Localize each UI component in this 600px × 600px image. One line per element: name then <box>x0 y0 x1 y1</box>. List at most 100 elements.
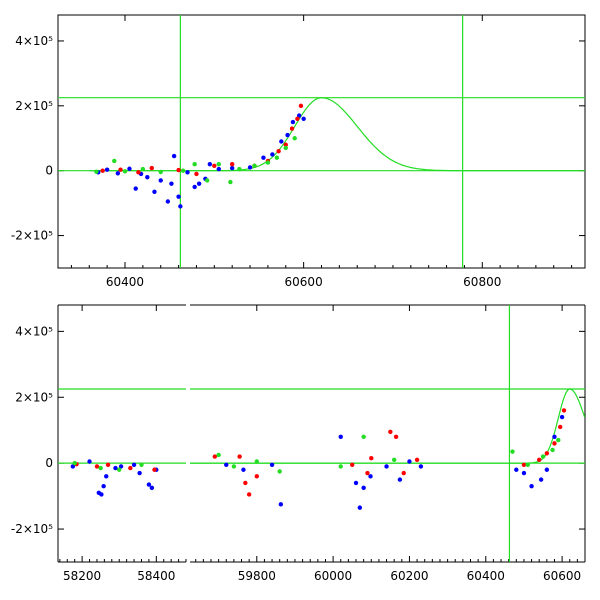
top-point <box>247 165 253 170</box>
bottom-point <box>212 454 218 459</box>
top-point <box>289 126 295 131</box>
top-xtick-label: 60600 <box>285 275 323 289</box>
bottom-point <box>357 505 363 510</box>
bottom-point <box>559 414 565 420</box>
top-point <box>196 181 202 186</box>
top-point <box>192 162 197 167</box>
bottom-point <box>105 462 111 468</box>
bottom-point <box>369 456 374 461</box>
top-point <box>204 178 210 183</box>
bottom-point <box>561 408 567 413</box>
bottom-point <box>277 469 282 474</box>
top-point <box>176 167 181 173</box>
bottom-point <box>407 459 412 464</box>
bottom-point <box>99 492 104 497</box>
bottom-point <box>216 452 221 458</box>
bottom-point <box>544 467 550 472</box>
top-xtick-label: 60800 <box>463 275 501 289</box>
bottom-ytick-label: 0 <box>45 456 53 470</box>
bottom-point <box>365 470 370 476</box>
top-point <box>283 145 288 151</box>
bottom-point <box>393 434 399 439</box>
top-point <box>127 166 132 171</box>
top-ytick-label: 0 <box>45 164 53 178</box>
top-point <box>169 181 174 186</box>
top-point <box>94 169 99 174</box>
bottom-point <box>101 484 106 489</box>
bottom-model-curve <box>190 388 585 464</box>
bottom-point <box>72 460 77 466</box>
top-point <box>149 165 154 171</box>
bottom-point <box>94 464 100 469</box>
top-point <box>207 162 213 167</box>
bottom-point <box>418 464 424 469</box>
bottom-ytick-label: 4×10⁵ <box>15 324 53 338</box>
top-point <box>185 170 190 175</box>
bottom-xtick-label: 60000 <box>314 569 352 583</box>
top-point <box>216 166 221 172</box>
top-point <box>180 168 186 173</box>
bottom-point <box>538 477 544 482</box>
bottom-ytick-label: -2×10⁵ <box>11 522 53 536</box>
top-point <box>295 116 300 121</box>
top-point <box>252 163 257 169</box>
top-point <box>145 174 150 180</box>
top-panel: 4×10⁵ 2×10⁵ 0 -2×10⁵ 60400 60600 60800 <box>11 14 586 289</box>
bottom-point <box>353 480 359 486</box>
top-point <box>261 155 266 160</box>
bottom-point <box>278 502 284 507</box>
top-point <box>133 186 138 191</box>
bottom-xtick-label: 60400 <box>467 569 505 583</box>
top-point <box>165 199 171 204</box>
top-point <box>301 116 306 121</box>
top-point <box>115 171 121 176</box>
top-ytick-label: 4×10⁵ <box>15 34 53 48</box>
bottom-point <box>152 467 157 472</box>
bottom-point <box>414 457 420 463</box>
bottom-point <box>544 451 550 456</box>
bottom-point <box>104 474 109 479</box>
bottom-point <box>269 462 275 468</box>
bottom-xtick-label: 60600 <box>543 569 581 583</box>
top-point <box>152 189 157 194</box>
bottom-point <box>397 477 403 482</box>
bottom-point <box>557 424 563 430</box>
bottom-point <box>98 465 103 471</box>
bottom-point <box>401 470 406 476</box>
top-point <box>140 166 146 172</box>
top-point <box>274 155 280 160</box>
bottom-point <box>540 454 546 459</box>
bottom-point <box>246 492 252 497</box>
top-model-curve <box>89 97 581 172</box>
bottom-point <box>70 464 76 469</box>
bottom-point <box>361 485 366 491</box>
bottom-point <box>146 482 152 487</box>
top-point <box>216 162 221 167</box>
top-point <box>279 139 284 144</box>
top-point <box>158 169 163 175</box>
top-point <box>296 113 302 118</box>
bottom-plot-area-0 <box>58 388 186 497</box>
bottom-point <box>521 462 527 468</box>
top-point <box>290 119 296 125</box>
bottom-xtick-label: 58400 <box>137 569 175 583</box>
top-xtick-label: 60400 <box>106 275 144 289</box>
bottom-point <box>521 470 527 476</box>
bottom-point <box>87 459 92 464</box>
top-point <box>171 153 177 159</box>
top-point <box>276 149 281 154</box>
top-point <box>285 132 290 138</box>
bottom-point <box>128 465 133 471</box>
top-point <box>136 170 141 175</box>
top-point <box>229 165 235 171</box>
bottom-point <box>349 462 355 468</box>
top-point <box>112 158 117 164</box>
top-point <box>192 184 197 190</box>
top-plot-frame <box>57 14 586 269</box>
bottom-point <box>338 434 343 439</box>
top-point <box>298 103 304 109</box>
bottom-point <box>514 467 519 472</box>
bottom-point <box>117 467 122 472</box>
top-point <box>237 166 242 172</box>
